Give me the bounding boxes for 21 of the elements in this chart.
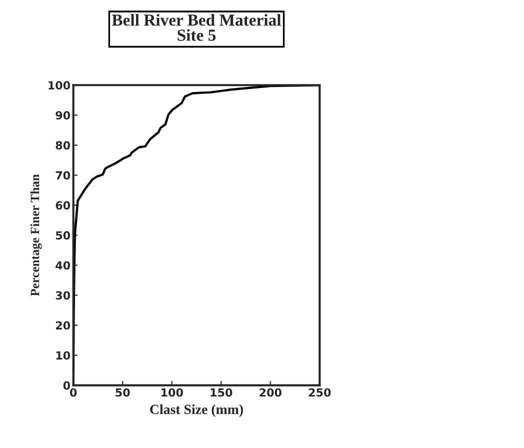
- y-tick-label: 50: [56, 231, 70, 240]
- y-tick-label: 10: [56, 351, 70, 360]
- y-tick-label: 80: [56, 141, 70, 150]
- y-tick-label: 0: [63, 381, 70, 390]
- x-tick-label: 50: [116, 388, 130, 397]
- x-tick-label: 0: [70, 388, 77, 397]
- chart-title: Bell River Bed Material: [112, 14, 281, 26]
- y-tick-label: 60: [56, 201, 70, 210]
- y-tick-label: 90: [56, 111, 70, 120]
- y-axis-title: Percentage Finer Than: [30, 174, 42, 296]
- y-tick-label: 30: [56, 291, 70, 300]
- x-tick-label: 150: [210, 388, 232, 397]
- x-axis-title: Clast Size (mm): [150, 404, 243, 417]
- y-tick-label: 40: [56, 261, 70, 270]
- x-tick-label: 200: [260, 388, 282, 397]
- x-tick-label: 250: [308, 388, 331, 397]
- y-tick-label: 100: [48, 81, 70, 90]
- chart-subtitle: Site 5: [178, 29, 216, 41]
- x-tick-label: 100: [162, 388, 183, 397]
- y-tick-label: 20: [56, 321, 70, 330]
- y-tick-label: 70: [56, 171, 70, 180]
